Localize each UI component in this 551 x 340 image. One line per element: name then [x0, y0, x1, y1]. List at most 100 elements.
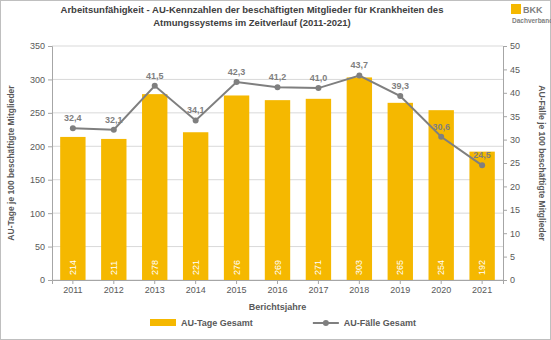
tick-label: 2018 — [349, 285, 369, 295]
tick-mark — [195, 280, 196, 284]
tick-label: 25 — [510, 158, 520, 168]
tick: 150 — [30, 175, 52, 185]
tick: 2015 — [227, 280, 247, 295]
tick-label: 20 — [510, 182, 520, 192]
marker — [234, 79, 240, 85]
frame — [1, 1, 551, 340]
line-label: 39,3 — [392, 81, 410, 91]
marker — [111, 127, 117, 133]
x-axis-title: Berichtsjahre — [249, 302, 307, 312]
tick: 40 — [503, 88, 520, 98]
tick-label: 35 — [510, 112, 520, 122]
tick-mark — [48, 79, 52, 80]
axis-line — [53, 281, 504, 285]
legend-label: AU-Fälle Gesamt — [344, 318, 416, 328]
bar-label: 254 — [436, 260, 446, 275]
tick-mark — [48, 213, 52, 214]
tick-mark — [48, 146, 52, 147]
tick-label: 2012 — [104, 285, 124, 295]
marker — [356, 72, 362, 78]
line — [73, 75, 482, 165]
tick-label: 200 — [30, 142, 45, 152]
legend-swatch — [150, 319, 176, 326]
tick-mark — [503, 140, 507, 141]
bar-label: 303 — [354, 260, 364, 275]
tick: 35 — [503, 112, 520, 122]
line-label: 41,2 — [269, 72, 287, 82]
tick-mark — [48, 113, 52, 114]
line-label: 43,7 — [351, 60, 369, 70]
tick-label: 10 — [510, 229, 520, 239]
line-label: 32,4 — [64, 113, 82, 123]
y-axis: 050100150200250300350 — [30, 41, 53, 285]
tick-mark — [400, 280, 401, 284]
tick-label: 15 — [510, 205, 520, 215]
tick: 30 — [503, 135, 520, 145]
legend-label: AU-Tage Gesamt — [181, 318, 253, 328]
tick-label: 250 — [30, 108, 45, 118]
data-labels: 21421127822127626927130326525419232,432,… — [64, 60, 491, 275]
tick-label: 5 — [510, 252, 515, 262]
tick-label: 150 — [30, 175, 45, 185]
bar — [388, 103, 413, 280]
tick: 2021 — [472, 280, 492, 295]
tick-mark — [503, 93, 507, 94]
tick-mark — [503, 186, 507, 187]
tick-label: 45 — [510, 65, 520, 75]
bar — [265, 100, 290, 280]
line-label: 34,1 — [187, 105, 205, 115]
grid-line — [52, 46, 503, 47]
tick: 2014 — [186, 280, 206, 295]
tick: 2019 — [390, 280, 410, 295]
plot: 21421127822127626927130326525419232,432,… — [30, 41, 520, 295]
tick-label: 0 — [40, 275, 45, 285]
bar-label: 278 — [150, 260, 160, 275]
tick: 250 — [30, 108, 52, 118]
tick-mark — [48, 247, 52, 248]
line-label: 41,0 — [310, 73, 328, 83]
tick: 50 — [35, 242, 52, 252]
axis-line — [504, 47, 508, 281]
line-label: 30,6 — [432, 122, 450, 132]
bar — [347, 77, 372, 280]
bar — [429, 110, 454, 280]
tick-mark — [503, 233, 507, 234]
tick: 2011 — [63, 280, 82, 295]
bar-label: 211 — [109, 261, 119, 275]
legend-item: AU-Tage Gesamt — [150, 318, 253, 328]
line-label: 24,5 — [473, 150, 491, 160]
tick-label: 30 — [510, 135, 520, 145]
marks — [60, 72, 495, 280]
tick-label: 100 — [30, 209, 45, 219]
tick-mark — [154, 280, 155, 284]
tick-label: 2011 — [63, 285, 82, 295]
marker — [315, 85, 321, 91]
tick-mark — [503, 46, 507, 47]
tick-mark — [503, 280, 507, 281]
y2-axis: 05101520253035404550 — [503, 41, 520, 285]
line-label: 32,1 — [105, 115, 123, 125]
tick-mark — [48, 180, 52, 181]
tick: 10 — [503, 229, 520, 239]
tick-mark — [72, 280, 73, 284]
line-label: 42,3 — [228, 67, 246, 77]
tick: 200 — [30, 142, 52, 152]
tick-mark — [503, 210, 507, 211]
tick-label: 0 — [510, 275, 515, 285]
tick: 100 — [30, 209, 52, 219]
tick: 350 — [30, 41, 52, 51]
tick-mark — [277, 280, 278, 284]
marker — [193, 117, 199, 123]
tick: 2017 — [308, 280, 328, 295]
bar — [142, 94, 167, 280]
legend: AU-Tage Gesamt AU-Fälle Gesamt — [150, 318, 416, 328]
tick: 15 — [503, 205, 520, 215]
tick-label: 40 — [510, 88, 520, 98]
bar — [469, 152, 494, 280]
legend-marker — [323, 320, 329, 326]
tick: 5 — [503, 252, 515, 262]
tick-mark — [113, 280, 114, 284]
y2-axis-title: AU-Fälle je 100 beschäftigte Mitglieder — [537, 85, 547, 241]
tick: 2020 — [431, 280, 451, 295]
tick-label: 2014 — [186, 285, 206, 295]
